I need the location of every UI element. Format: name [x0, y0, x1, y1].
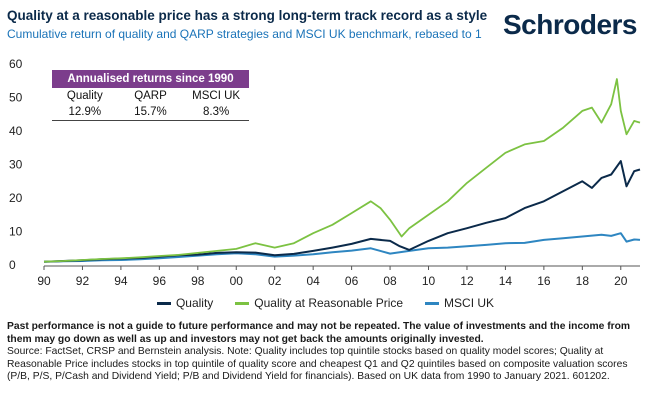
x-tick-label: 08 [383, 274, 397, 288]
y-axis: 0 10 20 30 40 50 60 [9, 57, 23, 272]
returns-table-heading: Annualised returns since 1990 [52, 70, 249, 88]
legend-label-quality: Quality [175, 296, 214, 310]
legend-swatch-qarp [235, 301, 250, 305]
x-tick-label: 02 [268, 274, 282, 288]
y-tick-label: 20 [9, 191, 23, 205]
x-tick-label: 98 [191, 274, 205, 288]
legend-label-qarp: Quality at Reasonable Price [254, 296, 404, 310]
returns-value-msci: 8.3% [203, 106, 230, 118]
chart-subtitle: Cumulative return of quality and QARP st… [7, 27, 482, 41]
x-tick-label: 04 [306, 274, 320, 288]
legend-label-msci: MSCI UK [444, 296, 495, 310]
x-tick-label: 00 [230, 274, 244, 288]
series-line-quality-at-reasonable-price [43, 78, 641, 263]
legend-item-qarp: Quality at Reasonable Price [235, 296, 403, 310]
series-line-quality [43, 160, 641, 263]
x-tick-label: 92 [76, 274, 90, 288]
footer-notes: Past performance is not a guide to futur… [7, 321, 643, 384]
source-note: Source: FactSet, CRSP and Bernstein anal… [7, 346, 628, 383]
returns-value-quality: 12.9% [68, 106, 102, 118]
series-line-msci-uk [43, 232, 641, 263]
returns-col-quality: Quality [66, 90, 103, 102]
x-tick-label: 18 [576, 274, 590, 288]
series-layer [43, 78, 641, 263]
x-tick-label: 10 [422, 274, 436, 288]
legend-item-msci: MSCI UK [425, 296, 494, 310]
returns-table-header-row: Quality QARP MSCI UK [52, 88, 249, 104]
y-tick-label: 60 [9, 57, 23, 71]
y-tick-label: 0 [9, 258, 16, 272]
returns-col-msci: MSCI UK [192, 90, 241, 102]
returns-value-qarp: 15.7% [134, 106, 167, 118]
returns-table-values-row: 12.9% 15.7% 8.3% [52, 104, 249, 121]
returns-table: Annualised returns since 1990 Quality QA… [52, 70, 249, 121]
y-tick-label: 40 [9, 124, 23, 138]
x-axis-ticks [43, 266, 622, 270]
x-axis: 90 92 94 96 98 00 02 04 06 08 10 12 14 16 18 20 [37, 274, 627, 288]
brand-logo: Schroders [503, 9, 638, 40]
x-tick-label: 94 [114, 274, 128, 288]
legend-item-quality: Quality [156, 296, 214, 310]
chart-legend: Quality Quality at Reasonable Price MSCI… [0, 296, 651, 310]
x-tick-label: 14 [499, 274, 513, 288]
x-tick-label: 06 [345, 274, 359, 288]
returns-col-qarp: QARP [134, 90, 167, 102]
x-tick-label: 12 [460, 274, 474, 288]
chart-title: Quality at a reasonable price has a stro… [7, 8, 488, 23]
y-tick-label: 30 [9, 158, 23, 172]
x-tick-label: 90 [37, 274, 51, 288]
x-tick-label: 16 [537, 274, 551, 288]
legend-swatch-quality [156, 301, 171, 305]
x-tick-label: 20 [614, 274, 628, 288]
y-tick-label: 50 [9, 91, 23, 105]
line-chart: 0 10 20 30 40 50 60 90 92 94 96 98 00 02 04 06 08 10 12 14… [9, 57, 641, 288]
legend-swatch-msci [425, 301, 440, 305]
y-tick-label: 10 [9, 225, 23, 239]
disclaimer-text: Past performance is not a guide to futur… [7, 321, 631, 345]
x-tick-label: 96 [153, 274, 167, 288]
